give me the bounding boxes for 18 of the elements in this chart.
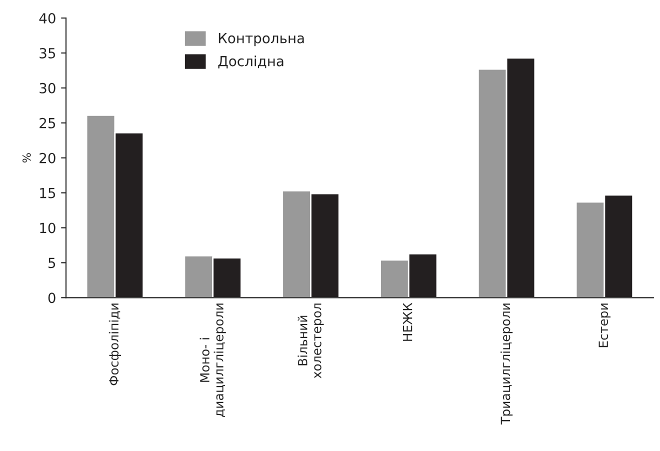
legend-label: Контрольна (218, 33, 304, 46)
y-tick-label: 40 (39, 13, 56, 24)
x-tick-label: Моно- і диацилгліцероли (200, 304, 226, 417)
y-tick-label: 10 (40, 222, 56, 234)
x-tick-label: Естери (598, 304, 610, 348)
y-tick-label: 35 (40, 48, 56, 58)
legend-label: Дослідна (218, 56, 284, 68)
x-tick-label: Вільний холестерол (298, 304, 324, 378)
y-tick-label: 15 (40, 188, 56, 198)
x-tick-label: НЕЖК (402, 302, 412, 341)
x-tick-label: Триацилгліцероли (500, 304, 513, 424)
y-axis-title: % (22, 153, 31, 163)
y-tick-label: 5 (48, 258, 56, 268)
x-tick-label: Фосфоліпіди (108, 304, 121, 386)
y-tick-label: 0 (48, 292, 56, 304)
y-tick-label: 25 (40, 118, 56, 128)
y-tick-label: 20 (40, 152, 56, 164)
y-tick-label: 30 (40, 82, 56, 94)
